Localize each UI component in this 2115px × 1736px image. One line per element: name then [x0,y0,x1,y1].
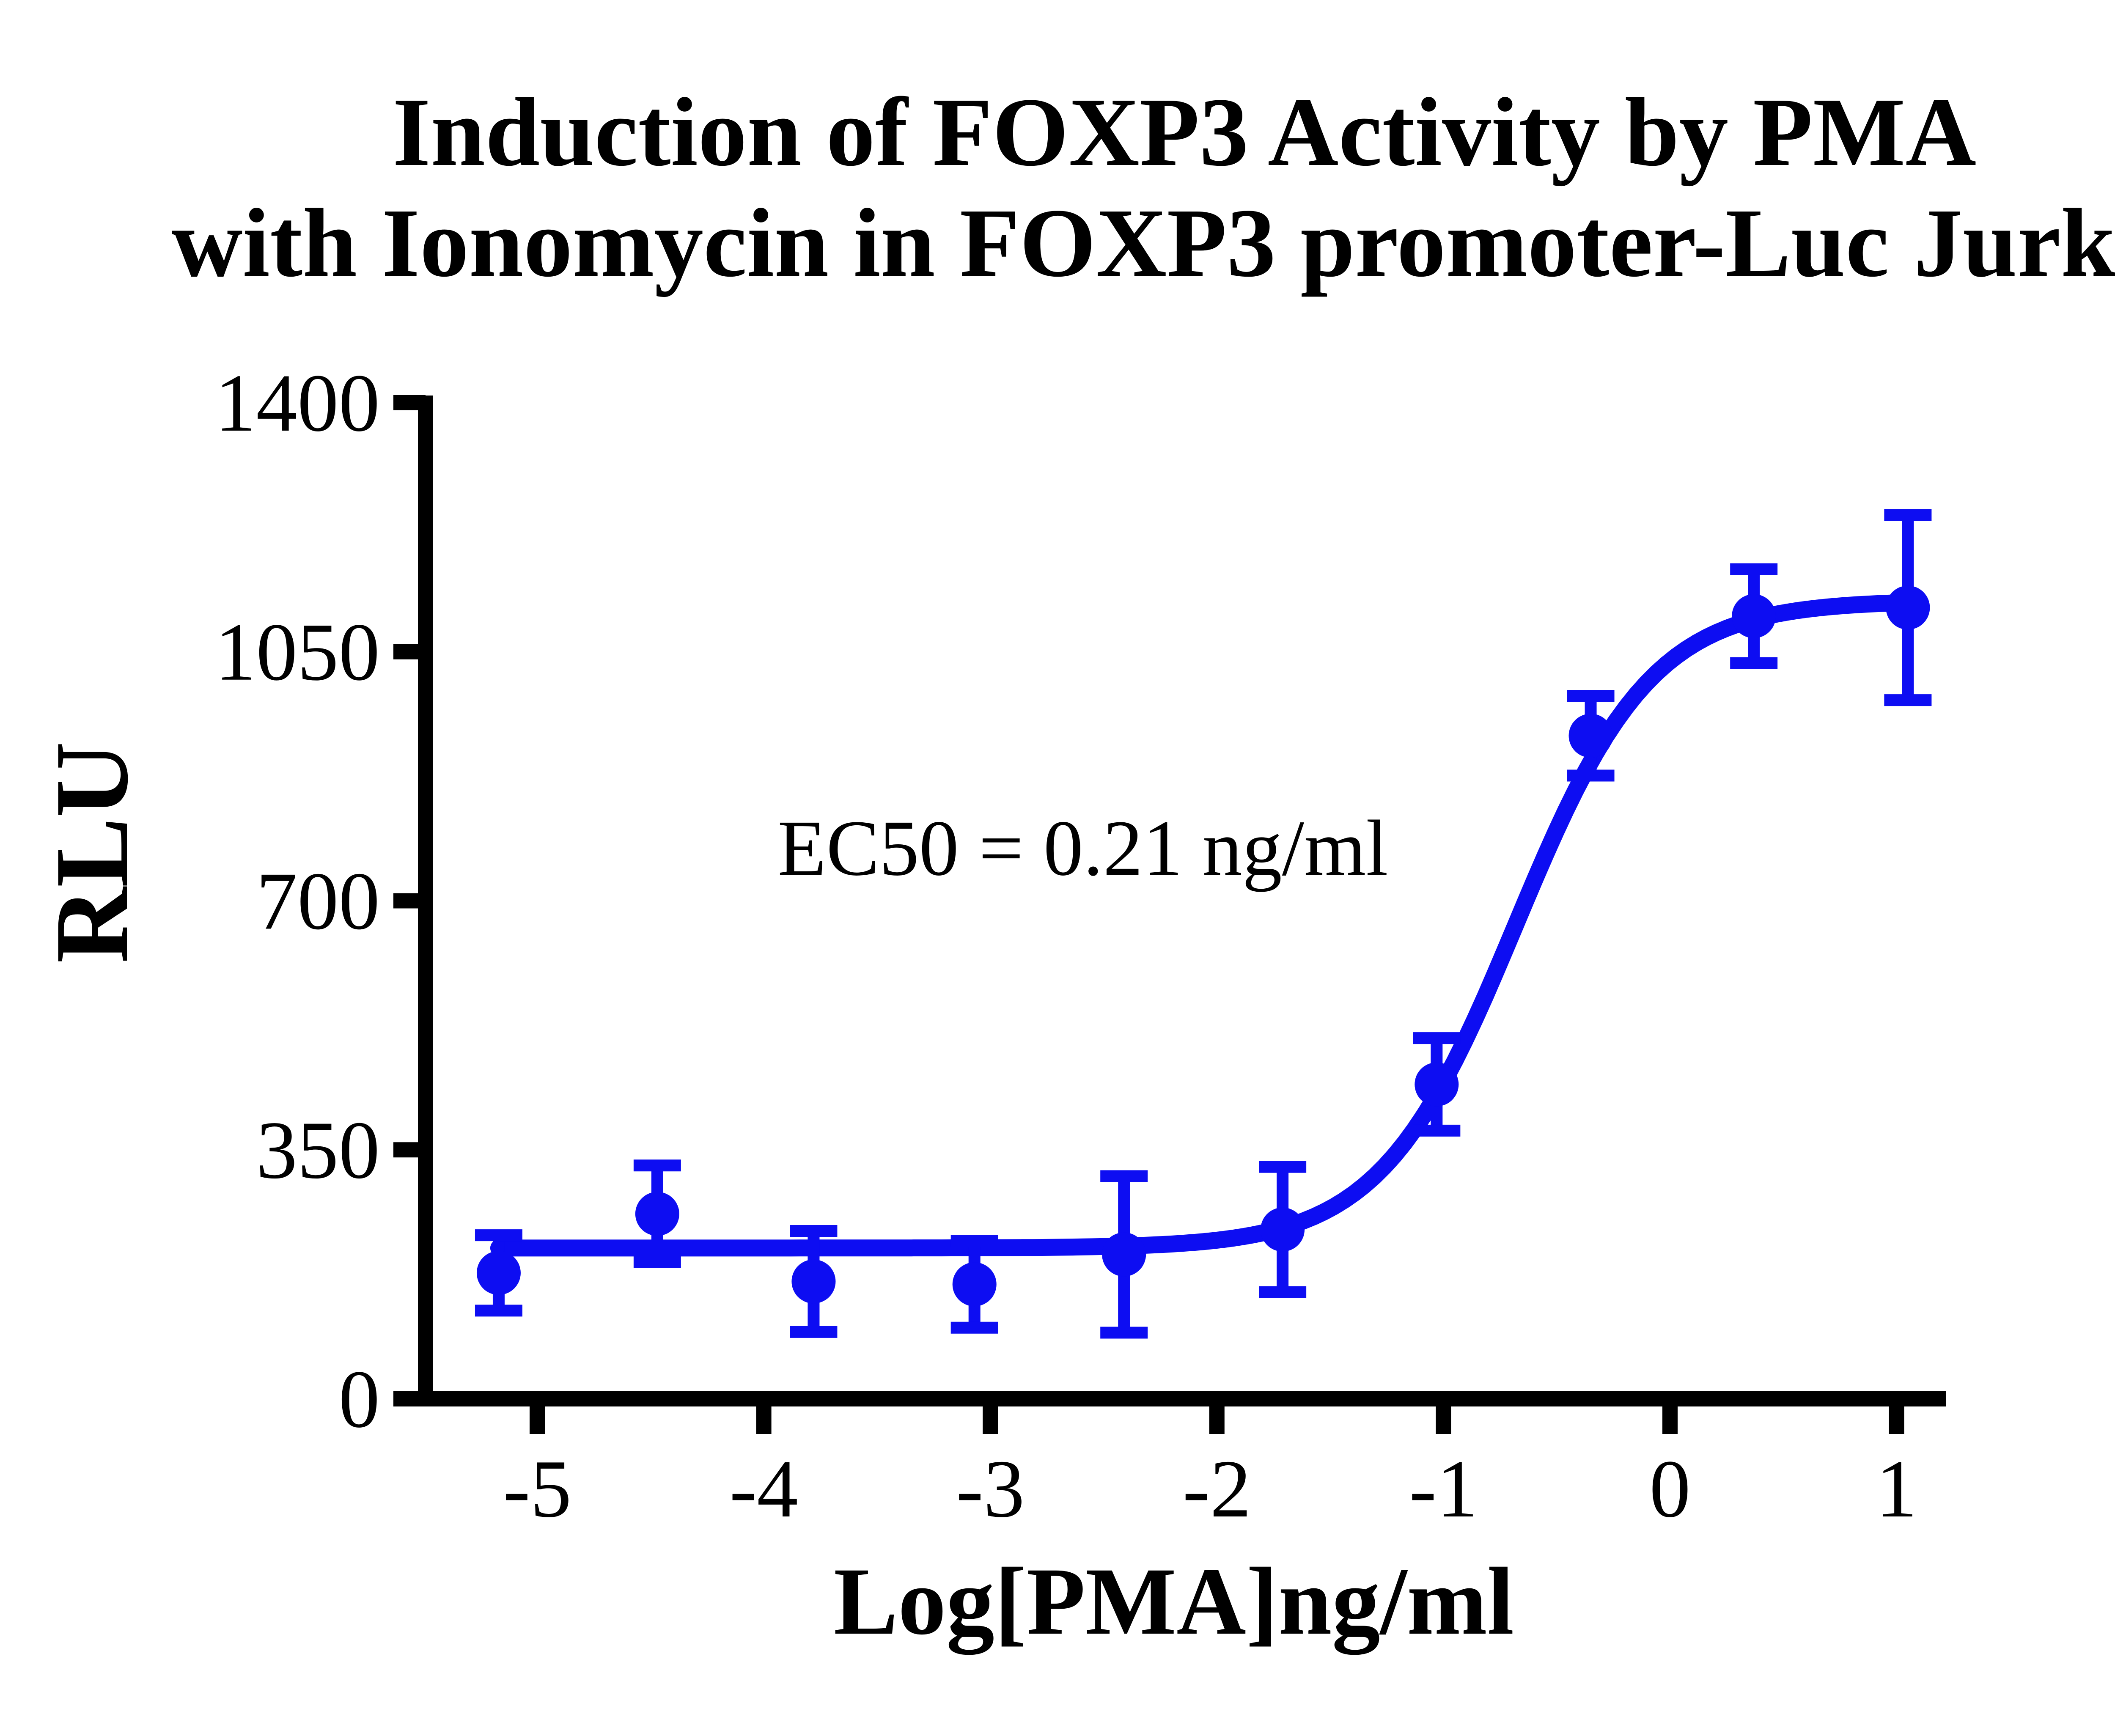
ec50-annotation: EC50 = 0.21 ng/ml [778,804,1388,892]
data-point-marker [1102,1232,1146,1277]
y-tick-label: 0 [339,1354,380,1445]
y-tick-label: 1050 [215,607,380,698]
data-point-marker [1886,585,1930,630]
data-point-group [633,1159,681,1269]
x-tick-label: 1 [1876,1443,1917,1535]
sigmoid-fit-path [490,594,1917,1257]
data-point-marker [1415,1062,1459,1107]
data-point-group [1730,563,1778,669]
data-point-marker [952,1262,997,1307]
y-tick-label: 350 [256,1104,380,1196]
data-point-marker [635,1192,679,1236]
data-point-group [1413,1032,1461,1137]
y-tick-label: 700 [256,856,380,947]
x-tick-label: -3 [956,1443,1025,1535]
x-tick-label: -1 [1409,1443,1478,1535]
data-points [475,509,1932,1339]
data-point-group [475,1229,522,1317]
data-point-marker [1732,594,1776,638]
axes: 0 350 700 1050 1400 -5 -4 -3 -2 -1 0 1 [215,357,1946,1535]
x-tick-label: 0 [1649,1443,1691,1535]
x-axis-label: Log[PMA]ng/ml [834,1548,1514,1655]
data-point-group [1567,690,1615,782]
chart-title-line2: with Ionomycin in FOXP3 promoter-Luc Jur… [172,189,2115,297]
y-axis-label: RLU [33,742,150,963]
chart-title-line1: Induction of FOXP3 Activity by PMA [393,78,1976,187]
data-point-group [950,1235,998,1334]
data-point-marker [791,1259,836,1304]
data-point-group [1100,1170,1148,1339]
data-point-marker [1261,1207,1305,1252]
data-point-group [1884,509,1932,706]
data-point-marker [1568,714,1613,758]
data-point-group [1259,1161,1307,1298]
fit-curve [490,594,1917,1257]
data-point-marker [476,1251,521,1295]
y-tick-label: 1400 [215,357,380,449]
data-point-group [790,1225,838,1338]
x-tick-label: -5 [503,1443,571,1535]
x-tick-label: -4 [729,1443,798,1535]
x-tick-label: -2 [1183,1443,1251,1535]
